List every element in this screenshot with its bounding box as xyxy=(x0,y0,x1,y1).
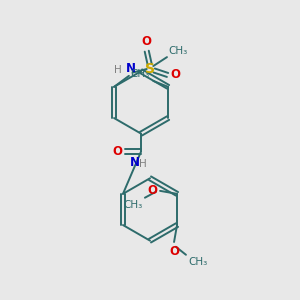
Text: CH₃: CH₃ xyxy=(188,257,208,267)
Text: S: S xyxy=(145,62,155,76)
Text: H: H xyxy=(114,65,122,75)
Text: O: O xyxy=(147,184,157,197)
Text: H: H xyxy=(140,159,147,169)
Text: N: N xyxy=(130,156,140,169)
Text: O: O xyxy=(170,68,180,82)
Text: O: O xyxy=(142,35,152,48)
Text: O: O xyxy=(113,145,123,158)
Text: O: O xyxy=(169,245,179,258)
Text: N: N xyxy=(125,62,135,75)
Text: CH₃: CH₃ xyxy=(130,68,150,79)
Text: CH₃: CH₃ xyxy=(123,200,142,210)
Text: CH₃: CH₃ xyxy=(168,46,188,56)
